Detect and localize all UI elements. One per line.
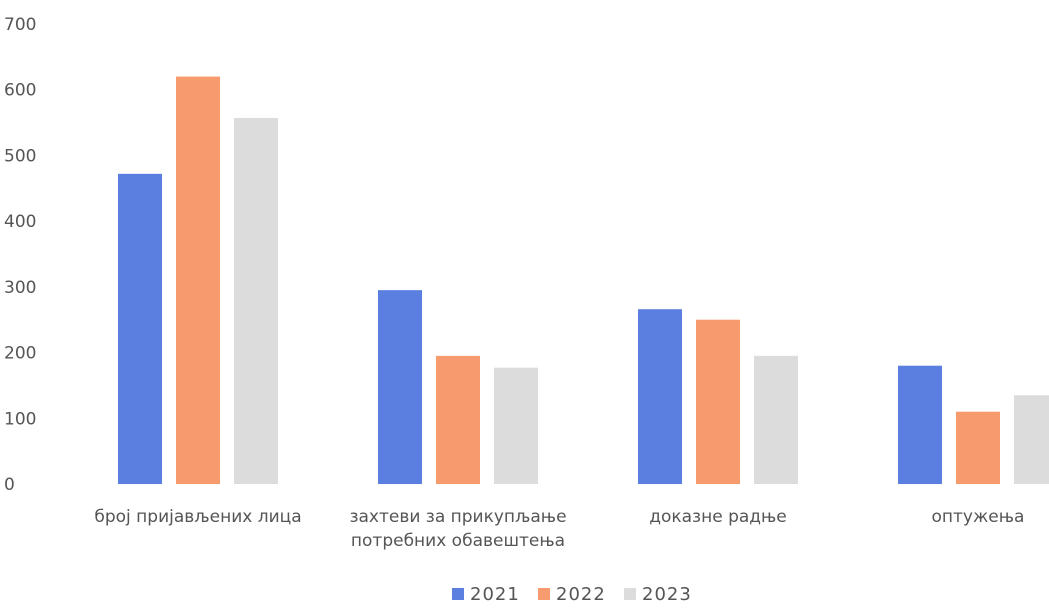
category-label: доказне радње [649,507,787,527]
legend-label-2022: 2022 [556,584,606,604]
x-axis: број пријављених лица захтеви за прикупља… [94,507,1024,551]
bar-2021-2 [638,309,682,484]
category-label-line: захтеви за прикупљање [349,507,566,527]
bar-2021-1 [378,290,422,484]
legend-swatch-2023 [624,588,636,600]
y-tick-label: 200 [4,344,36,364]
legend-label-2021: 2021 [470,584,520,604]
bar-2022-0 [176,76,220,485]
bar-2021-3 [898,365,942,484]
category-label-line: доказне радње [649,507,787,527]
bar-2023-1 [494,367,538,484]
category-label-line: број пријављених лица [94,507,301,527]
legend: 2021 2022 2023 [452,584,692,605]
legend-label-2023: 2023 [642,584,692,604]
bar-2023-3 [1014,395,1049,484]
bar-2021-0 [118,173,162,485]
y-tick-label: 100 [4,409,36,429]
category-label: захтеви за прикупљање потребних обавештењ… [349,507,566,551]
y-tick-label: 600 [4,81,36,101]
y-tick-label: 700 [4,15,36,35]
bar-2022-2 [696,319,740,484]
y-tick-label: 0 [4,475,15,495]
y-tick-label: 300 [4,278,36,298]
category-label: број пријављених лица [94,507,301,527]
legend-swatch-2021 [452,588,464,600]
category-label-line: оптужења [932,507,1025,527]
category-label: оптужења [932,507,1025,527]
bar-2022-3 [956,411,1000,484]
y-axis: 0 100 200 300 400 500 600 700 [4,15,36,495]
y-tick-label: 500 [4,146,36,166]
legend-swatch-2022 [538,588,550,600]
bar-2022-1 [436,355,480,484]
bar-2023-2 [754,355,798,484]
y-tick-label: 400 [4,212,36,232]
category-label-line: потребних обавештења [351,531,565,551]
bar-2023-0 [234,117,278,484]
bars [118,76,1049,485]
